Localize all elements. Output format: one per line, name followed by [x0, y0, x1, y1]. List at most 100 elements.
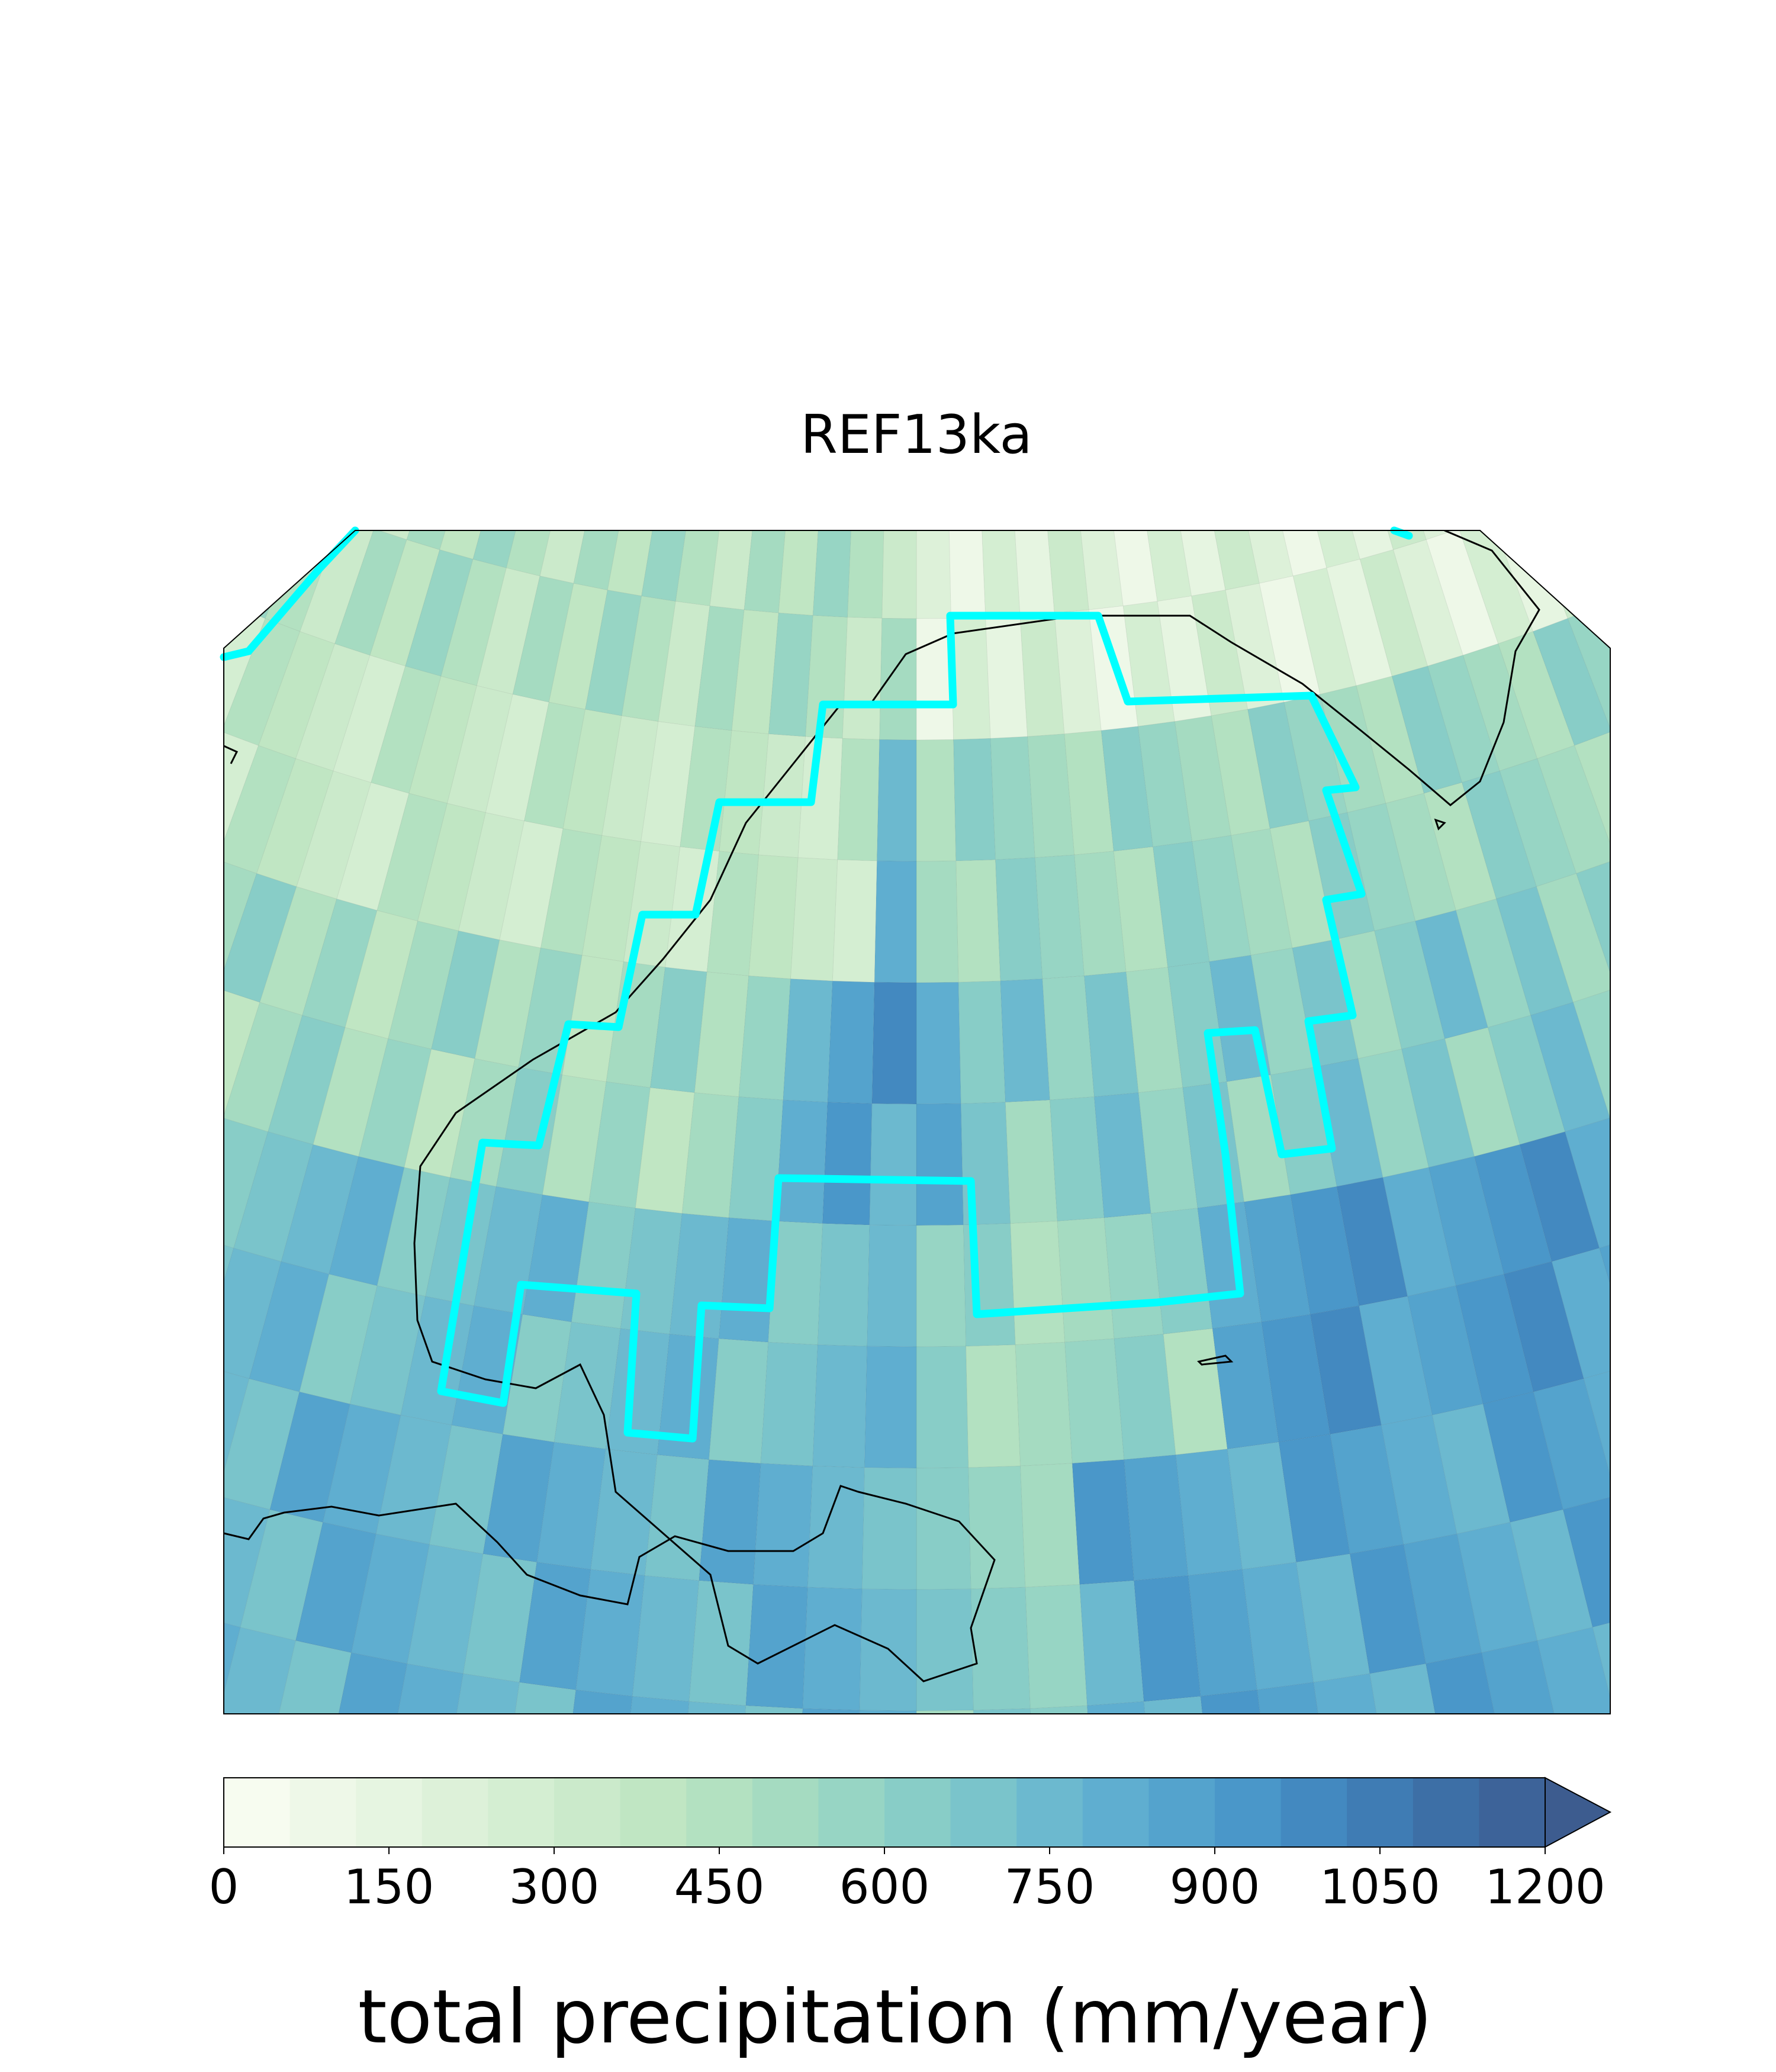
grid-cell — [968, 1465, 1026, 1590]
grid-cell — [916, 1588, 974, 1711]
grid-cell — [1086, 1701, 1154, 1714]
grid-cell — [1648, 1597, 1737, 1730]
grid-cell — [980, 530, 1021, 618]
grid-cell — [1670, 559, 1756, 686]
grid-cell — [842, 617, 883, 740]
grid-cell — [1256, 1682, 1331, 1714]
grid-cell — [224, 1364, 250, 1497]
grid-cell — [3, 924, 92, 1054]
grid-cell — [738, 1705, 803, 1714]
grid-cell — [1772, 1430, 1776, 1563]
grid-cell — [1079, 1580, 1144, 1706]
grid-cell — [1601, 590, 1610, 718]
grid-cell — [1481, 1640, 1565, 1714]
grid-cell — [1510, 368, 1588, 493]
grid-cell — [916, 860, 959, 983]
grid-cell — [1539, 355, 1619, 479]
region-outline — [220, 526, 359, 661]
grid-cell — [1200, 1690, 1273, 1714]
grid-cell — [224, 1002, 303, 1132]
grid-cell — [874, 860, 917, 983]
colorbar-segment — [884, 1778, 951, 1847]
grid-cell — [51, 1202, 139, 1333]
grid-cell — [950, 617, 991, 740]
grid-cell — [224, 590, 231, 718]
grid-cell — [752, 1463, 813, 1588]
grid-cell — [619, 1695, 690, 1714]
grid-cell — [1694, 813, 1776, 941]
grid-cell — [1569, 341, 1650, 465]
grid-cell — [973, 1708, 1036, 1714]
grid-cell — [1, 1054, 91, 1185]
grid-cell — [1616, 1481, 1702, 1613]
grid-cell — [62, 686, 148, 813]
grid-cell — [871, 982, 917, 1105]
grid-cell — [802, 1587, 863, 1711]
grid-cell — [688, 1580, 754, 1706]
grid-cell — [1029, 1705, 1095, 1714]
grid-cell — [1619, 451, 1703, 575]
grid-cell — [1389, 530, 1460, 540]
grid-cell — [699, 1459, 761, 1585]
grid-cell — [1025, 1584, 1088, 1709]
grid-cell — [1019, 1463, 1080, 1588]
grid-cell — [797, 1708, 860, 1714]
grid-cell — [1598, 1233, 1610, 1365]
grid-cell — [866, 1224, 917, 1347]
grid-cell — [1699, 942, 1776, 1072]
grid-cell — [1646, 1218, 1732, 1349]
colorbar-tick-label: 450 — [674, 1859, 765, 1915]
region-outline — [1390, 526, 1413, 540]
colorbar-extend-arrow — [1545, 1777, 1612, 1848]
colorbar-tick-label: 150 — [344, 1859, 435, 1915]
grid-cell — [1733, 796, 1776, 924]
grid-cell — [224, 745, 297, 874]
grid-cell — [990, 736, 1035, 860]
grid-cell — [1703, 1581, 1776, 1714]
grid-cell — [139, 1103, 223, 1234]
island — [1434, 818, 1446, 831]
grid-cell — [822, 1102, 873, 1225]
grid-cell — [1313, 1673, 1390, 1714]
grid-cell — [9, 1316, 100, 1448]
grid-cell — [985, 615, 1028, 739]
grid-cell — [501, 1682, 577, 1714]
grid-cell — [1587, 530, 1610, 591]
colorbar-segment — [289, 1778, 356, 1847]
grid-cell — [1733, 1316, 1776, 1448]
colorbar-segment — [1082, 1778, 1149, 1847]
grid-cell — [965, 1344, 1021, 1468]
grid-cell — [881, 530, 917, 619]
colorbar-segment — [686, 1778, 753, 1847]
grid-cell — [1005, 1099, 1058, 1224]
grid-cell — [995, 857, 1043, 982]
grid-cell — [134, 845, 217, 974]
grid-cell — [224, 530, 246, 591]
grid-cell — [1699, 1072, 1776, 1202]
grid-cell — [916, 1103, 964, 1226]
grid-cell — [373, 530, 444, 540]
colorbar-label: total precipitation (mm/year) — [358, 1974, 1433, 2060]
coastline — [224, 530, 1540, 1682]
colorbar-tick-label: 0 — [209, 1859, 239, 1915]
grid-cell — [790, 857, 838, 982]
grid-cell — [1658, 958, 1743, 1088]
grid-cell — [224, 1247, 282, 1379]
grid-cell — [827, 980, 875, 1104]
map-frame — [223, 530, 1611, 1714]
grid-cell — [1616, 974, 1699, 1103]
grid-cell — [0, 1411, 9, 1544]
grid-cell — [224, 1378, 300, 1510]
colorbar-tick-label: 1200 — [1485, 1859, 1606, 1915]
grid-cell — [1574, 731, 1610, 860]
grid-cell — [0, 1166, 46, 1298]
grid-cell — [1611, 717, 1694, 845]
grid-cell — [0, 1544, 22, 1678]
map-panel — [0, 341, 1776, 1730]
region-outline — [437, 612, 1366, 1443]
island — [224, 745, 239, 764]
grid-cell — [837, 738, 880, 861]
grid-cell — [61, 1333, 149, 1465]
grid-cell — [224, 1233, 234, 1365]
